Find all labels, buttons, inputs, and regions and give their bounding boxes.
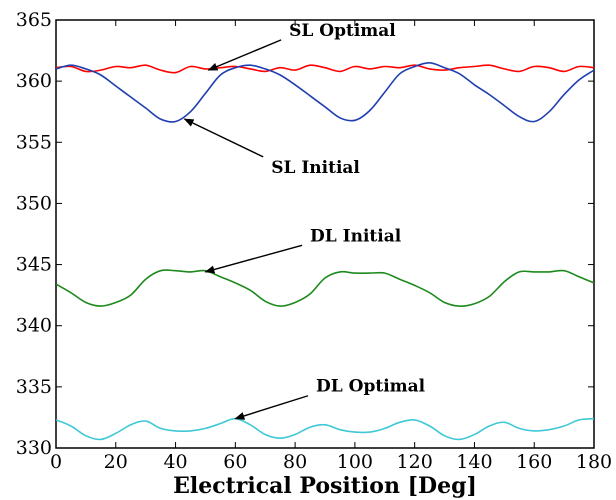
x-tick-label: 0 [50, 451, 62, 473]
annotation-arrow-dl-initial [204, 244, 303, 274]
annotation-arrow-dl-optimal [234, 395, 309, 420]
annotations-group: SL Optimal SL Initial DL Initial DL Optimal [183, 21, 426, 420]
y-tick-label: 360 [16, 70, 52, 92]
series-line-dl-initial [56, 269, 594, 307]
y-tick-label: 340 [16, 315, 52, 337]
plot-area [55, 19, 595, 449]
x-axis-title: Electrical Position [Deg] [173, 473, 477, 499]
annotation-dl-initial: DL Initial [310, 226, 402, 246]
x-tick-label: 40 [163, 451, 187, 473]
y-tick-label: 350 [16, 192, 52, 214]
x-tick-label: 180 [576, 451, 612, 473]
x-tick-label: 140 [456, 451, 492, 473]
series-group [56, 61, 594, 441]
annotation-sl-optimal: SL Optimal [289, 21, 396, 41]
y-tick-label: 330 [16, 437, 52, 459]
annotation-arrow-sl-optimal [207, 39, 282, 71]
x-tick-label: 60 [223, 451, 247, 473]
series-line-dl-optimal [56, 417, 594, 441]
annotation-dl-optimal: DL Optimal [316, 377, 426, 397]
x-tick-label: 120 [397, 451, 433, 473]
annotation-arrow-sl-initial [183, 118, 264, 158]
y-tick-label: 335 [16, 376, 52, 398]
y-tick-label: 355 [16, 131, 52, 153]
x-tick-label: 160 [516, 451, 552, 473]
series-line-sl-optimal [56, 64, 594, 74]
series-line-sl-initial [56, 61, 594, 123]
y-tick-label: 345 [16, 254, 52, 276]
annotation-sl-initial: SL Initial [271, 158, 360, 178]
x-tick-label: 20 [104, 451, 128, 473]
x-tick-label: 100 [337, 451, 373, 473]
x-tick-label: 80 [283, 451, 307, 473]
axis-ticks: 0 20 40 60 80 100 120 140 160 180 330 335 340 345 350 3… [16, 9, 612, 473]
y-tick-label: 365 [16, 9, 52, 31]
